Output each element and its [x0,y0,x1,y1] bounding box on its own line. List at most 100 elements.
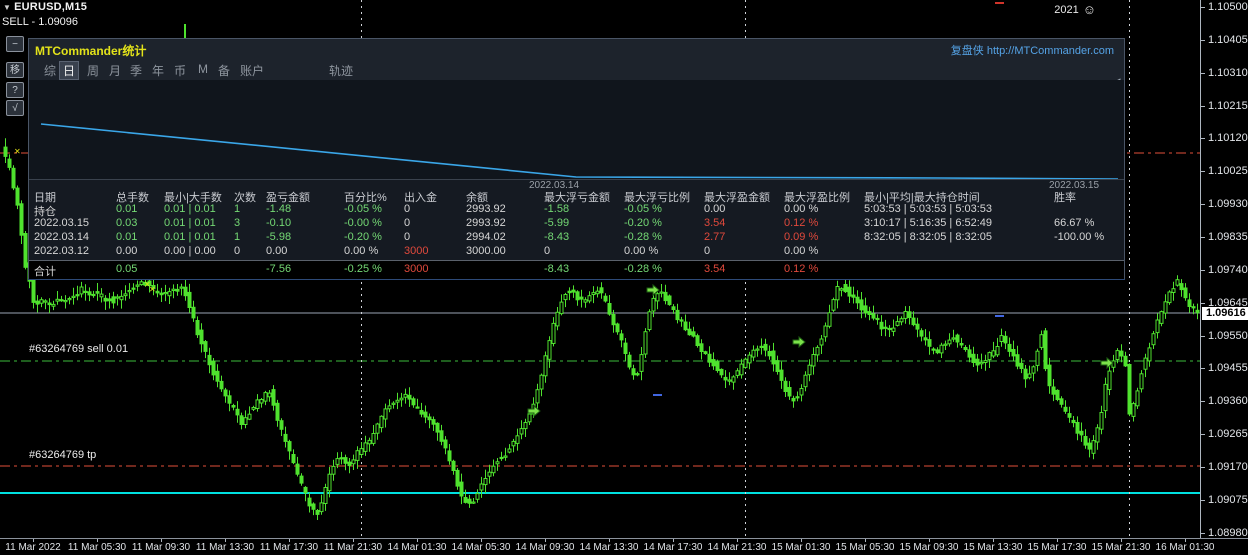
order-tick-mark [653,394,662,396]
table-row-cell: -1.48 [266,203,292,215]
time-tick [993,539,994,542]
year-text: 2021 [1054,4,1079,16]
table-row-cell: 0.03 [116,217,138,229]
column-header: 盈亏金额 [266,192,310,204]
price-tick [1201,336,1205,337]
time-axis[interactable]: 11 Mar 2022 11 Mar 05:30 11 Mar 09:30 11 Ma… [0,538,1248,555]
table-row-cell: 2022.03.14 [34,231,90,243]
time-label: 11 Mar 13:30 [195,542,255,553]
price-tick [1201,401,1205,402]
table-row-cell: 0.01 | 0.01 [164,203,216,215]
table-row-cell: 66.67 % [1054,217,1095,229]
column-header: 余额 [466,192,488,204]
price-label: 1.09550 [1208,330,1248,342]
current-price-badge: 1.09616 [1202,307,1248,320]
close-mark-icon: ✕ [14,147,21,156]
time-tick [929,539,930,542]
time-tick [1185,539,1186,542]
table-row-cell: -1.58 [544,203,570,215]
time-tick [225,539,226,542]
price-tick [1201,204,1205,205]
column-header: 次数 [234,192,256,204]
table-row-cell: 0.00 [116,245,138,257]
price-label: 1.09835 [1208,231,1248,243]
panel-title: MTCommander统计 [35,44,147,58]
symbol-label[interactable]: ▼ EURUSD,M15 [3,1,87,13]
price-label: 1.09740 [1208,264,1248,276]
column-header: 最大浮盈金额 [704,192,770,204]
price-tick [1201,303,1205,304]
column-header: 出入金 [404,192,437,204]
price-label: 1.10025 [1208,165,1248,177]
panel-tab-周[interactable]: 周 [87,64,100,78]
price-tick [1201,500,1205,501]
column-header: 最小|平均|最大持仓时间 [864,192,980,204]
symbol-dropdown-icon[interactable]: ▼ [3,3,12,12]
total-row-cell: 0.12 % [784,263,819,275]
time-label: 14 Mar 01:30 [387,542,447,553]
time-tick [289,539,290,542]
table-row-cell: -8.43 [544,231,570,243]
time-label: 11 Mar 05:30 [67,542,127,553]
table-row-cell: 3 [234,217,241,229]
trade-arrow-icon [792,335,806,349]
table-row-cell: 0.12 % [784,217,819,229]
time-tick [545,539,546,542]
panel-tab-日[interactable]: 日 [59,61,80,80]
price-tick [1201,237,1205,238]
time-tick [1121,539,1122,542]
time-label: 15 Mar 17:30 [1027,542,1087,553]
panel-tab-季[interactable]: 季 [130,64,143,78]
time-label: 14 Mar 17:30 [643,542,703,553]
table-row-cell: 0.01 | 0.01 [164,217,216,229]
equity-date-label: 2022.03.15 [1049,180,1100,191]
panel-tab-账户[interactable]: 账户 [240,64,265,78]
total-row-cell: 3000 [404,263,429,275]
table-row-cell: 0.09 % [784,231,819,243]
panel-button-√[interactable]: √ [6,100,24,116]
panel-tab-轨迹[interactable]: 轨迹 [329,64,354,78]
table-row-cell: 0 [404,231,411,243]
brand-link[interactable]: 复盘侠 http://MTCommander.com [950,45,1114,57]
table-row-cell: 3000.00 [466,245,506,257]
table-row-cell: 2022.03.15 [34,217,90,229]
position-status-label: SELL - 1.09096 [2,16,79,28]
panel-button-−[interactable]: − [6,36,24,52]
time-label: 15 Mar 21:30 [1091,542,1151,553]
table-row-cell: 2994.02 [466,231,506,243]
panel-header[interactable]: MTCommander统计 复盘侠 http://MTCommander.com [29,39,1124,80]
panel-button-移[interactable]: 移 [6,62,24,78]
table-row-cell: 1 [234,231,241,243]
trade-arrow-icon [527,404,541,418]
total-row-cell: -0.28 % [624,263,662,275]
statistics-panel: MTCommander统计 复盘侠 http://MTCommander.com… [28,38,1125,280]
panel-button-?[interactable]: ? [6,82,24,98]
equity-date-label: 2022.03.14 [529,180,580,191]
panel-tab-月[interactable]: 月 [109,64,122,78]
price-tick [1201,171,1205,172]
trade-arrow-icon [646,283,660,297]
price-label: 1.09930 [1208,198,1248,210]
price-label: 1.10215 [1208,100,1248,112]
price-axis[interactable]: 1.10500 1.10405 1.10310 1.10215 1.10120 1.100… [1200,0,1248,539]
time-tick [97,539,98,542]
price-label: 1.10310 [1208,67,1248,79]
table-row-cell: -0.28 % [624,231,662,243]
total-row-cell: 3.54 [704,263,726,275]
price-tick [1201,533,1205,534]
table-row-cell: 0 [404,203,411,215]
time-label: 11 Mar 21:30 [323,542,383,553]
table-row-cell: -0.05 % [344,203,382,215]
symbol-text: EURUSD,M15 [14,1,88,13]
panel-tab-年[interactable]: 年 [152,64,165,78]
panel-tab-备[interactable]: 备 [218,64,231,78]
panel-tab-综[interactable]: 综 [44,64,57,78]
time-label: 14 Mar 09:30 [515,542,575,553]
table-row-cell: 0 [234,245,241,257]
total-row-cell: 0.05 [116,263,138,275]
price-tick [1201,434,1205,435]
table-row-cell: -0.05 % [624,203,662,215]
panel-tab-M[interactable]: M [198,62,208,76]
panel-tab-币[interactable]: 币 [174,64,187,78]
